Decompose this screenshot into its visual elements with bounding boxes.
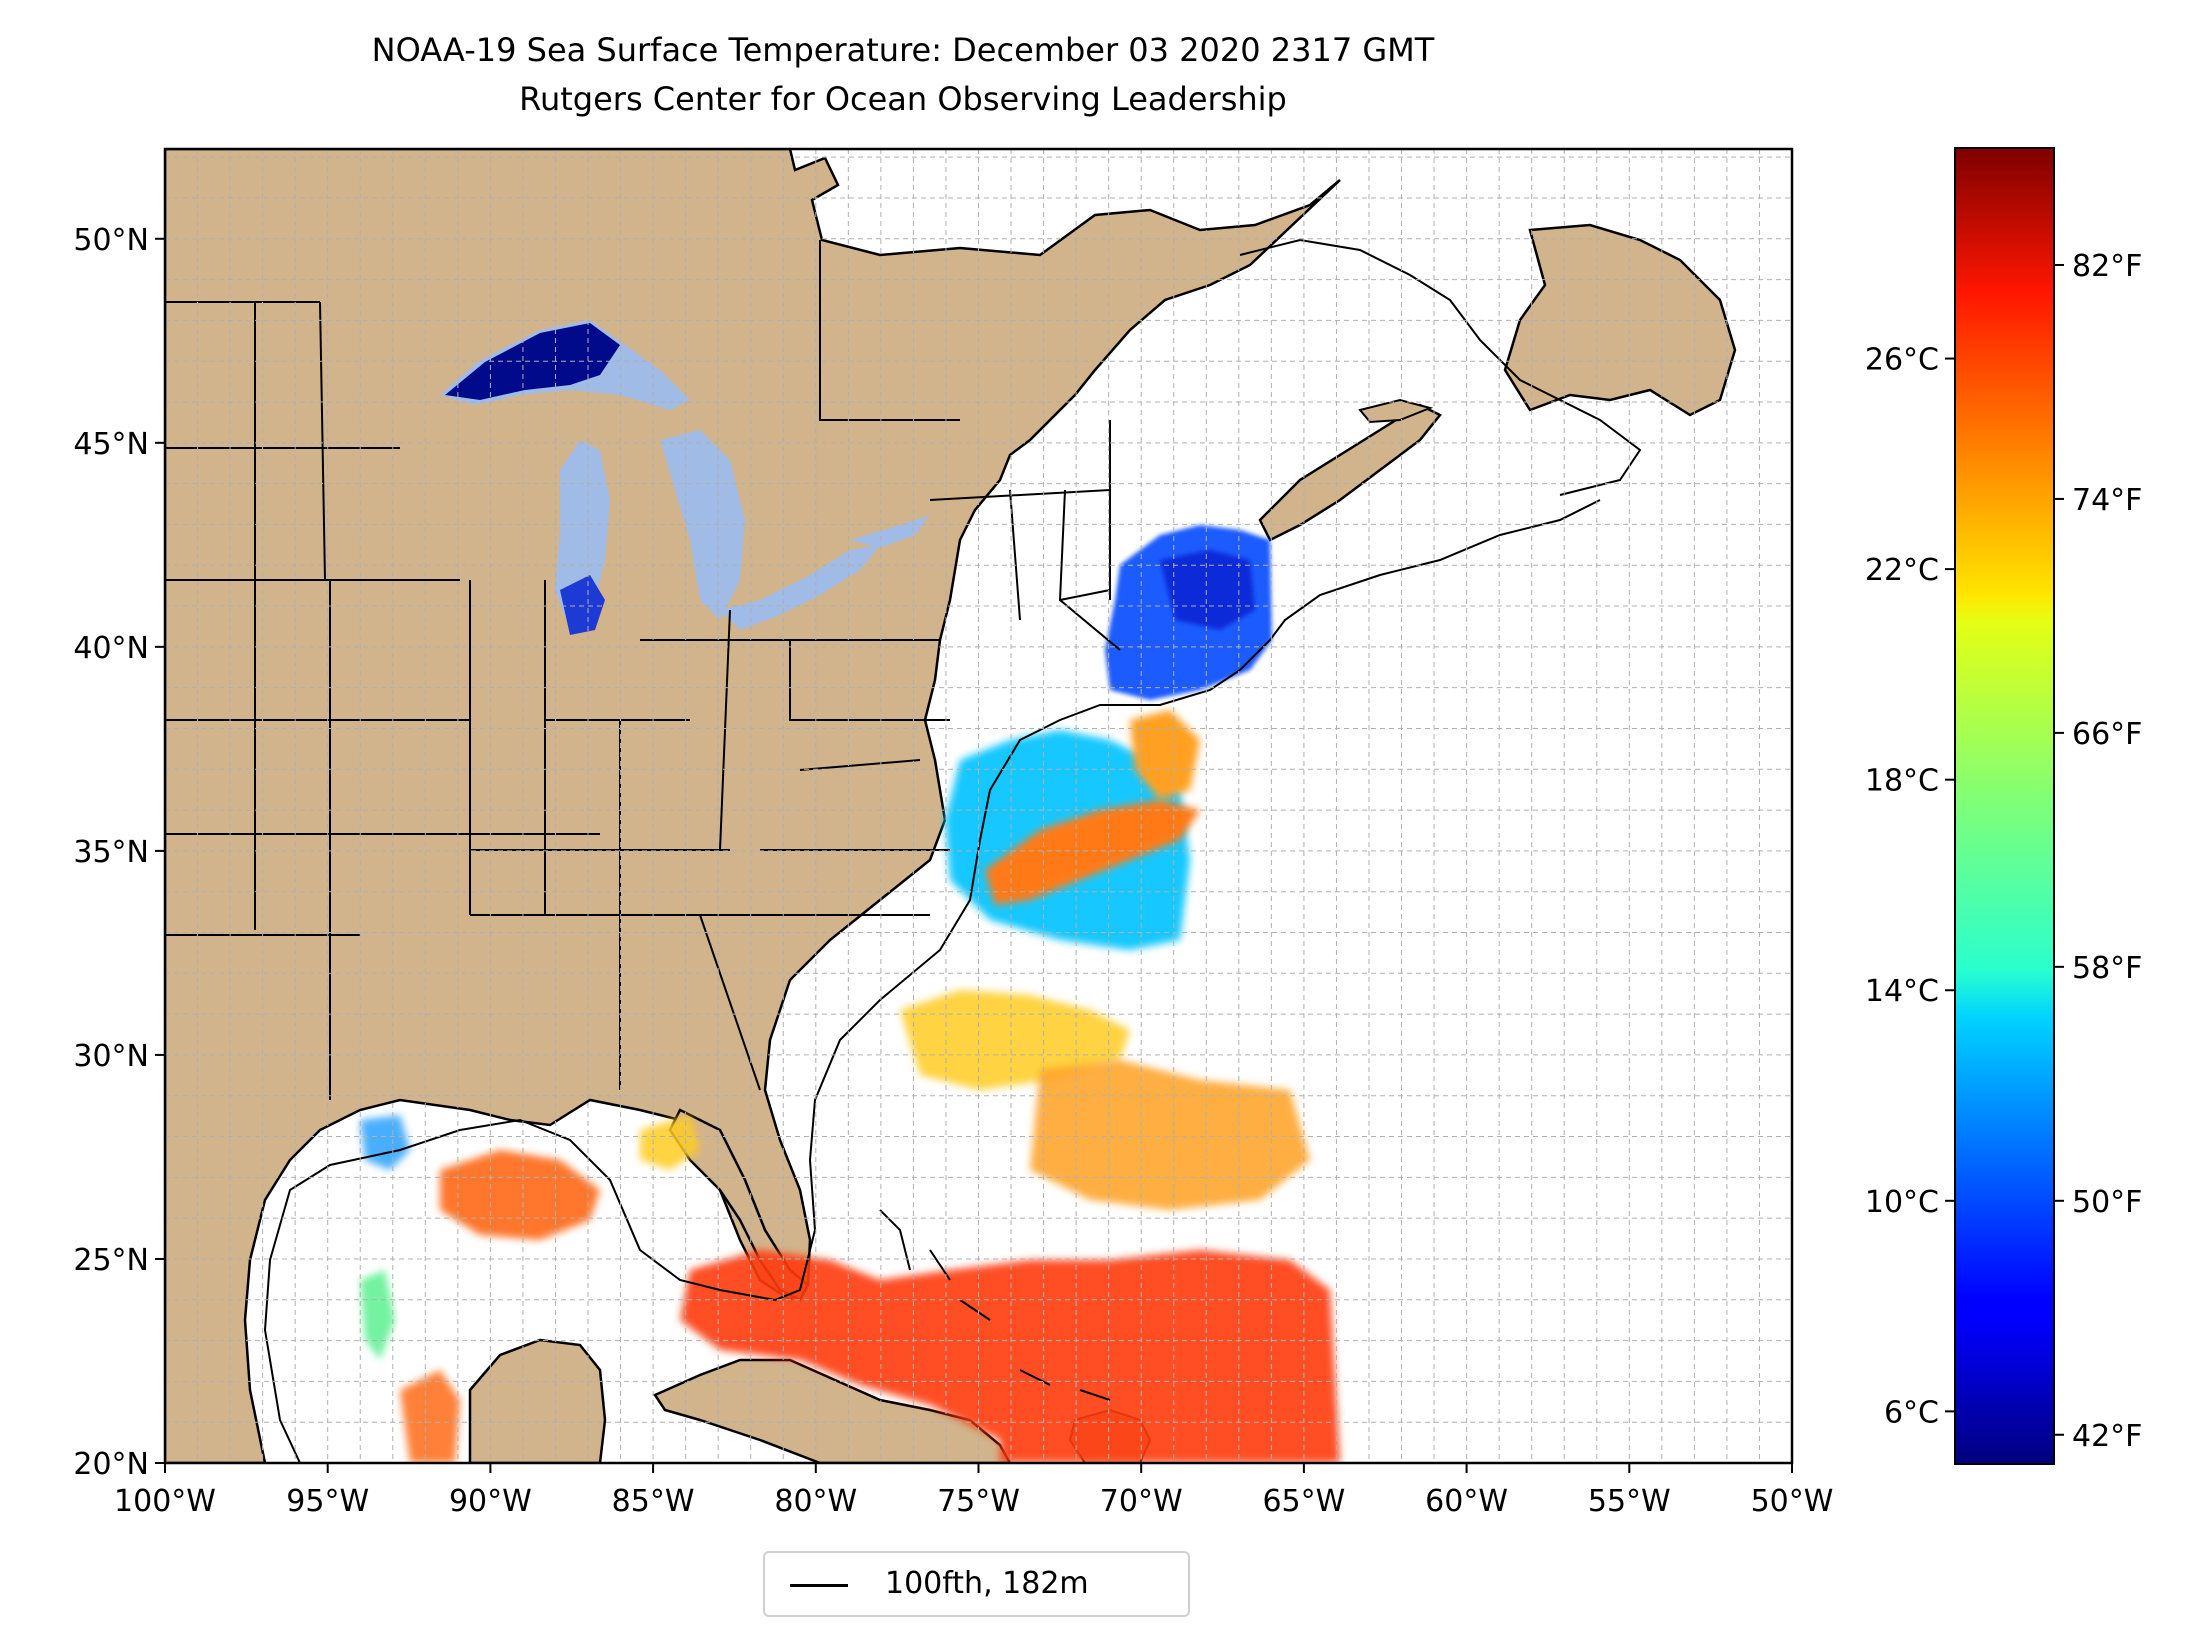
bahamas-islands bbox=[879, 1209, 1111, 1401]
gulf-sst-green bbox=[360, 1270, 395, 1360]
fahrenheit-tick-label: 66°F bbox=[2072, 717, 2142, 752]
lon-tick-label: 75°W bbox=[937, 1484, 1020, 1519]
fahrenheit-tick-label: 50°F bbox=[2072, 1185, 2142, 1220]
lat-tick-label: 45°N bbox=[73, 427, 149, 462]
gulf-sst-1 bbox=[440, 1150, 600, 1240]
subtropical-sst-2 bbox=[1030, 1060, 1310, 1210]
legend-line-swatch bbox=[790, 1584, 848, 1587]
lake-michigan-sst bbox=[560, 575, 605, 635]
lake-superior-sst bbox=[445, 323, 620, 400]
lat-tick-label: 25°N bbox=[73, 1243, 149, 1278]
gulf-stream-sst bbox=[985, 800, 1200, 905]
lat-ticks: 20°N 25°N 30°N 35°N 40°N 45°N 50°N bbox=[73, 223, 165, 1482]
celsius-tick-label: 6°C bbox=[1884, 1395, 1939, 1430]
legend: 100fth, 182m bbox=[763, 1551, 1190, 1617]
lat-tick-label: 50°N bbox=[73, 223, 149, 258]
state-boundaries bbox=[165, 240, 1121, 1100]
celsius-tick-label: 26°C bbox=[1865, 343, 1939, 378]
warm-eddy-sst bbox=[1130, 710, 1200, 800]
lon-tick-label: 85°W bbox=[612, 1484, 695, 1519]
celsius-ticks: 6°C 10°C 14°C 18°C 22°C 26°C bbox=[1865, 343, 1955, 1430]
gulf-sst-east bbox=[640, 1115, 700, 1170]
fahrenheit-tick-label: 42°F bbox=[2072, 1419, 2142, 1454]
celsius-tick-label: 14°C bbox=[1865, 974, 1939, 1009]
caribbean-sst bbox=[680, 1250, 1340, 1463]
celsius-tick-label: 10°C bbox=[1865, 1185, 1939, 1220]
lon-tick-label: 90°W bbox=[449, 1484, 532, 1519]
lon-tick-label: 80°W bbox=[774, 1484, 857, 1519]
lat-tick-label: 30°N bbox=[73, 1039, 149, 1074]
lon-tick-label: 55°W bbox=[1588, 1484, 1671, 1519]
lon-tick-label: 95°W bbox=[286, 1484, 369, 1519]
lon-tick-label: 65°W bbox=[1262, 1484, 1345, 1519]
fahrenheit-tick-label: 82°F bbox=[2072, 249, 2142, 284]
lon-tick-label: 100°W bbox=[114, 1484, 216, 1519]
lat-tick-label: 40°N bbox=[73, 631, 149, 666]
gulf-sst-2 bbox=[400, 1370, 460, 1463]
title-line-2: Rutgers Center for Ocean Observing Leade… bbox=[519, 80, 1287, 118]
colorbar-gradient bbox=[1954, 147, 2055, 1465]
map-gridlines bbox=[165, 149, 1792, 1463]
celsius-tick-label: 22°C bbox=[1865, 553, 1939, 588]
celsius-tick-label: 18°C bbox=[1865, 764, 1939, 799]
lon-tick-label: 50°W bbox=[1751, 1484, 1834, 1519]
subtropical-sst-1 bbox=[900, 990, 1130, 1090]
lon-tick-label: 70°W bbox=[1100, 1484, 1183, 1519]
lat-tick-label: 20°N bbox=[73, 1447, 149, 1482]
title-line-1: NOAA-19 Sea Surface Temperature: Decembe… bbox=[371, 31, 1435, 69]
fahrenheit-tick-label: 58°F bbox=[2072, 951, 2142, 986]
gulf-of-maine-dark bbox=[1160, 550, 1255, 630]
lat-tick-label: 35°N bbox=[73, 835, 149, 870]
land-yucatan bbox=[468, 1338, 607, 1463]
isobath-100fth bbox=[263, 499, 1601, 1463]
isobath-newfoundland bbox=[1239, 238, 1642, 496]
lon-ticks: 100°W 95°W 90°W 85°W 80°W 75°W 70°W 65°W 60°W 55°… bbox=[114, 1463, 1833, 1519]
legend-label: 100fth, 182m bbox=[885, 1566, 1089, 1601]
lon-tick-label: 60°W bbox=[1425, 1484, 1508, 1519]
fahrenheit-ticks: 42°F 50°F 58°F 66°F 74°F 82°F bbox=[2054, 249, 2142, 1454]
fahrenheit-tick-label: 74°F bbox=[2072, 483, 2142, 518]
land-nova-scotia bbox=[1258, 403, 1442, 542]
